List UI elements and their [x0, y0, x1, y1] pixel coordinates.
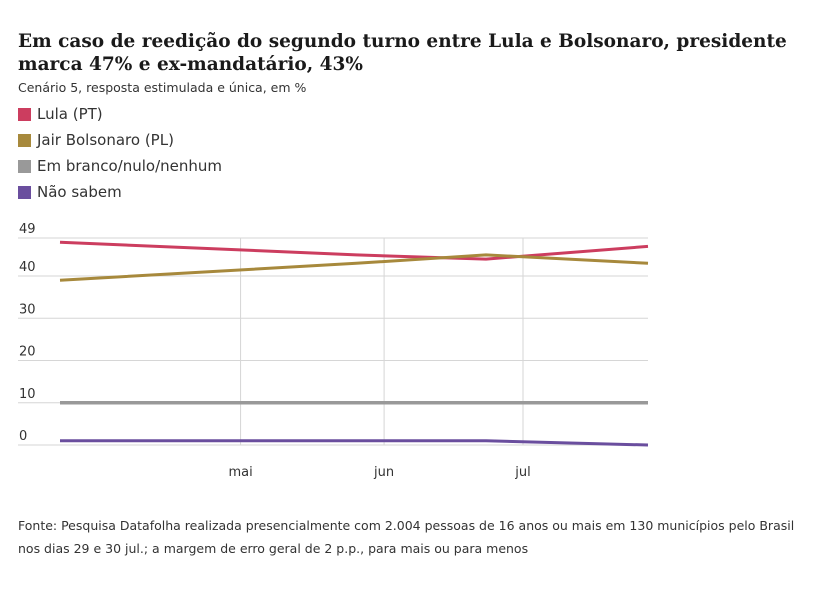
chart-subtitle: Cenário 5, resposta estimulada e única, … [18, 80, 307, 95]
x-tick-label: jun [373, 465, 394, 480]
legend-swatch-branco-nulo [18, 159, 31, 173]
legend: Lula (PT) Jair Bolsonaro (PL) Em branco/… [18, 101, 222, 205]
series-line [59, 253, 649, 282]
y-tick-label: 30 [19, 302, 36, 317]
y-tick-label: 10 [19, 387, 36, 402]
y-tick-label: 49 [19, 222, 36, 237]
series-line [59, 240, 649, 261]
legend-item-lula: Lula (PT) [18, 101, 222, 127]
y-tick-label: 0 [19, 429, 27, 444]
source-note: Fonte: Pesquisa Datafolha realizada pres… [18, 518, 795, 556]
x-tick-label: mai [228, 465, 252, 480]
x-tick-label: jul [514, 465, 530, 480]
legend-label-bolsonaro: Jair Bolsonaro (PL) [37, 131, 174, 149]
series-line [60, 439, 649, 447]
legend-item-nao-sabem: Não sabem [18, 179, 222, 205]
legend-swatch-lula [18, 107, 31, 121]
y-tick-label: 20 [19, 345, 36, 360]
legend-label-branco-nulo: Em branco/nulo/nenhum [37, 157, 223, 175]
line-chart: 0 10 20 30 40 49 mai jun jul [18, 222, 649, 480]
legend-swatch-bolsonaro [18, 133, 31, 147]
chart-title: Em caso de reedição do segundo turno ent… [18, 31, 787, 75]
y-tick-label: 40 [19, 260, 36, 275]
legend-label-lula: Lula (PT) [37, 105, 103, 123]
legend-item-bolsonaro: Jair Bolsonaro (PL) [18, 127, 222, 153]
legend-swatch-nao-sabem [18, 185, 31, 199]
legend-label-nao-sabem: Não sabem [37, 183, 122, 201]
legend-item-branco-nulo: Em branco/nulo/nenhum [18, 153, 222, 179]
